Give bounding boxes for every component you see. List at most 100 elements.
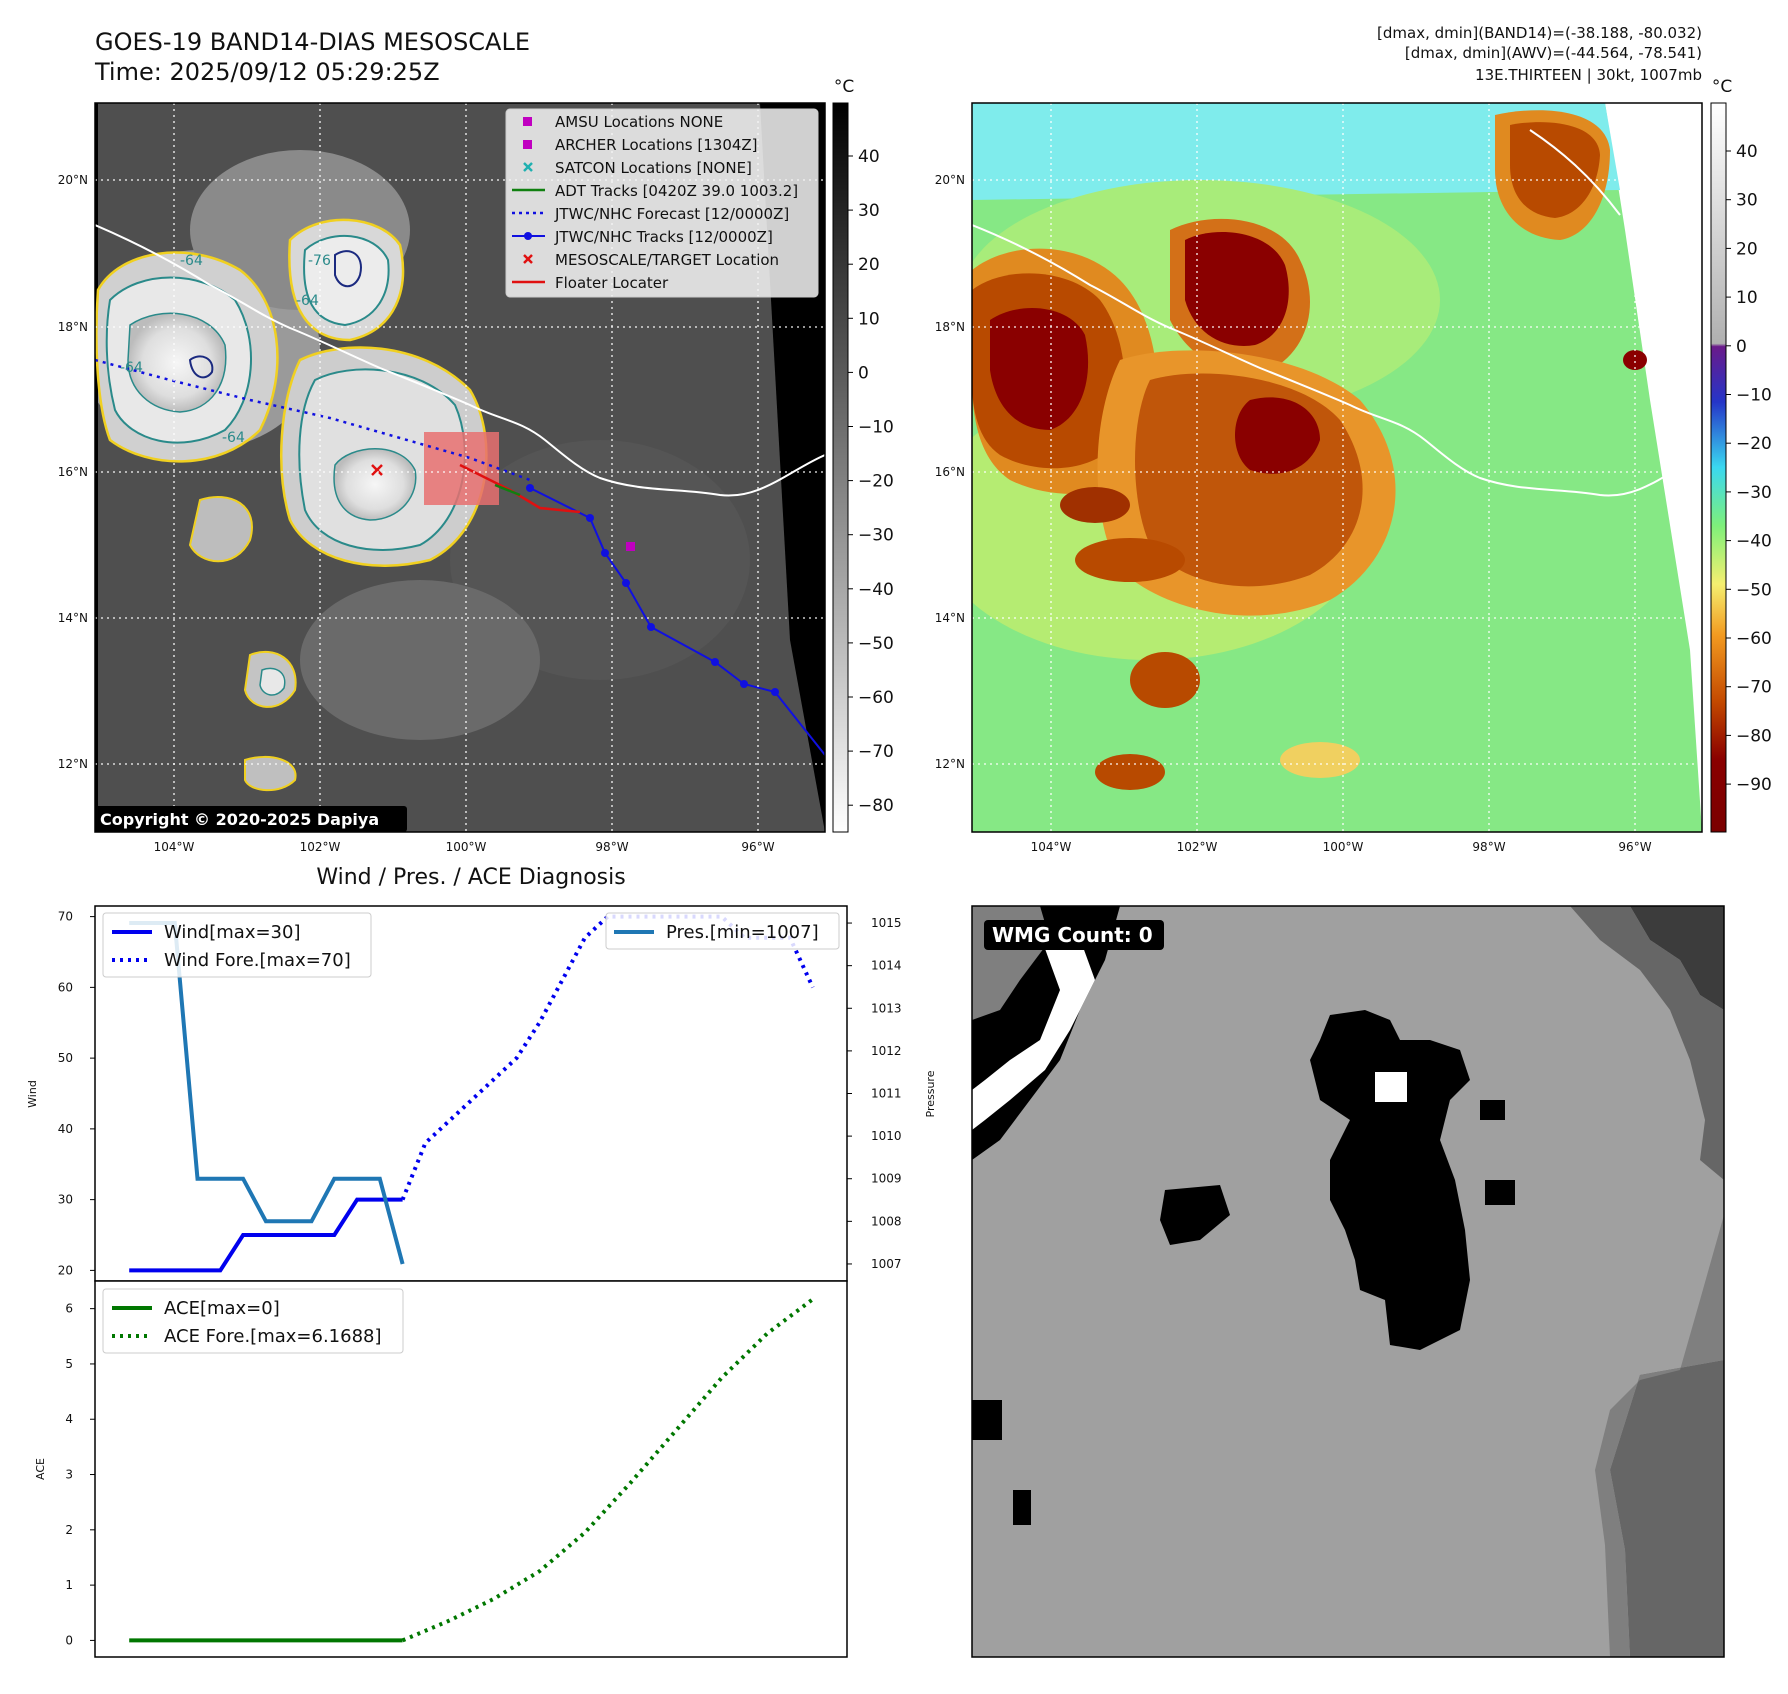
y-tick-label: 1008	[871, 1214, 902, 1228]
colorbar-tick-label: −30	[858, 526, 894, 546]
colorbar-tick-label: −30	[1736, 483, 1772, 503]
y-tick-label: 20	[58, 1263, 73, 1277]
contour-label: -76	[308, 253, 331, 269]
colorbar-tick-label: 40	[1736, 142, 1758, 162]
lat-label: 12°N	[58, 757, 88, 771]
lat-label: 20°N	[935, 173, 965, 187]
colorbar-tick-label: 40	[858, 147, 880, 167]
wmg-frame	[971, 905, 1725, 1658]
lon-label: 96°W	[741, 840, 774, 854]
awv-map-lon-labels: 104°W 102°W 100°W 98°W 96°W	[1031, 840, 1652, 854]
wind-axis-title: Wind	[26, 1080, 39, 1108]
copyright-text: Copyright © 2020-2025 Dapiya	[100, 810, 379, 829]
amsu-marker-icon	[523, 117, 532, 126]
lon-label: 100°W	[1323, 840, 1364, 854]
series-line-1	[401, 1297, 815, 1643]
y-tick-label: 5	[65, 1357, 73, 1371]
y-tick-label: 1010	[871, 1129, 902, 1143]
wind-y-axis: 20 30 40 50 60 70	[58, 910, 95, 1277]
colorbar-unit: °C	[834, 77, 854, 97]
pressure-y-axis: 1007 1008 1009 1010 1011 1012 1013 1014 1015	[847, 916, 902, 1271]
y-tick-label: 1013	[871, 1001, 902, 1015]
ace-legend: ACE[max=0] ACE Fore.[max=6.1688]	[102, 1288, 404, 1354]
legend-item: Pres.[min=1007]	[666, 922, 819, 943]
colorbar-tick-label: −80	[858, 796, 894, 816]
ir-colorbar: °C 40 30 20 10 0 −10 −20 −30 −40 −50 −60 −70 −80	[832, 77, 894, 833]
wmg-cells	[972, 906, 1724, 1657]
colorbar-tick-label: 10	[858, 309, 880, 329]
y-tick-label: 2	[65, 1523, 73, 1537]
y-tick-label: 1015	[871, 916, 902, 930]
ir-map-panel: -64 -64 -64 -76 -64 AMSU Locations NONE …	[58, 77, 894, 854]
colorbar-tick-label: 20	[1736, 239, 1758, 259]
archer-marker-icon	[523, 140, 532, 149]
y-tick-label: 1014	[871, 959, 902, 973]
legend-item: ARCHER Locations [1304Z]	[555, 136, 758, 154]
contour-label: -64	[120, 360, 143, 376]
y-tick-label: 1012	[871, 1044, 902, 1058]
awv-map-frame	[971, 102, 1703, 833]
contour-label: -64	[222, 430, 245, 446]
colorbar-tick-label: −40	[1736, 532, 1772, 552]
colorbar-tick-label: −20	[858, 472, 894, 492]
legend-item: JTWC/NHC Forecast [12/0000Z]	[554, 205, 789, 223]
y-tick-label: 1007	[871, 1257, 902, 1271]
lon-label: 98°W	[1472, 840, 1505, 854]
legend-item: JTWC/NHC Tracks [12/0000Z]	[554, 228, 773, 246]
lat-label: 18°N	[935, 320, 965, 334]
y-tick-label: 6	[65, 1302, 73, 1316]
lat-label: 14°N	[935, 611, 965, 625]
y-tick-label: 30	[58, 1193, 73, 1207]
colorbar-tick-label: −80	[1736, 726, 1772, 746]
contour-label: -64	[296, 293, 319, 309]
colorbar-tick-label: 0	[1736, 337, 1747, 357]
colorbar-tick-label: −60	[1736, 629, 1772, 649]
legend-item: ACE[max=0]	[164, 1298, 280, 1319]
y-tick-label: 0	[65, 1633, 73, 1647]
colorbar-tick-label: −50	[858, 634, 894, 654]
figure-time: Time: 2025/09/12 05:29:25Z	[94, 58, 440, 86]
target-marker-icon	[523, 254, 533, 264]
lat-label: 12°N	[935, 757, 965, 771]
lon-label: 104°W	[154, 840, 195, 854]
legend-item: MESOSCALE/TARGET Location	[555, 251, 779, 269]
colorbar-tick-label: −10	[1736, 386, 1772, 406]
colorbar-tick-label: −70	[858, 742, 894, 762]
colorbar-tick-label: 30	[858, 201, 880, 221]
figure-title: GOES-19 BAND14-DIAS MESOSCALE	[95, 28, 530, 56]
awv-map-panel: 20°N 18°N 16°N 14°N 12°N 104°W 102°W 100…	[935, 77, 1772, 854]
lon-label: 98°W	[595, 840, 628, 854]
lon-label: 96°W	[1618, 840, 1651, 854]
lon-label: 102°W	[1177, 840, 1218, 854]
awv-map-imagery	[972, 103, 1702, 832]
ir-map-lat-labels: 20°N 18°N 16°N 14°N 12°N	[58, 173, 88, 771]
awv-colorbar: °C 40 30 20 10 0 −10 −20 −30 −40 −50 −60 −70 −80 −90	[1710, 77, 1772, 833]
colorbar-tick-label: 10	[1736, 288, 1758, 308]
colorbar-tick-label: −70	[1736, 678, 1772, 698]
ace-series	[129, 1297, 815, 1643]
lon-label: 100°W	[446, 840, 487, 854]
copyright-badge	[95, 806, 407, 832]
legend-item: AMSU Locations NONE	[555, 113, 723, 131]
colorbar-unit: °C	[1712, 77, 1732, 97]
y-tick-label: 4	[65, 1412, 73, 1426]
band-range-text: [dmax, dmin](BAND14)=(-38.188, -80.032)	[1377, 24, 1702, 42]
awv-map-lat-labels: 20°N 18°N 16°N 14°N 12°N	[935, 173, 965, 771]
wmg-count-text: WMG Count: 0	[992, 923, 1153, 947]
diagnosis-panel: Wind / Pres. / ACE Diagnosis 20304050607…	[26, 865, 937, 1658]
legend-item: SATCON Locations [NONE]	[555, 159, 752, 177]
storm-info-text: 13E.THIRTEEN | 30kt, 1007mb	[1475, 66, 1702, 84]
colorbar-tick-label: −40	[858, 580, 894, 600]
y-tick-label: 1	[65, 1578, 73, 1592]
wmg-panel: WMG Count: 0	[971, 905, 1725, 1658]
ace-axis-title: ACE	[34, 1458, 47, 1480]
colorbar-tick-label: 20	[858, 255, 880, 275]
satcon-marker-icon	[523, 162, 533, 172]
colorbar-tick-label: 30	[1736, 191, 1758, 211]
pressure-legend: Pres.[min=1007]	[605, 912, 840, 950]
y-tick-label: 50	[58, 1051, 73, 1065]
lat-label: 16°N	[935, 465, 965, 479]
colorbar-tick-label: −50	[1736, 580, 1772, 600]
